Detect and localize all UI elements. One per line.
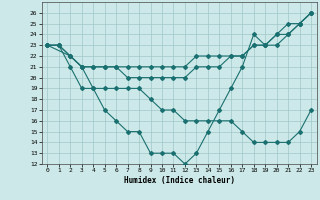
X-axis label: Humidex (Indice chaleur): Humidex (Indice chaleur)	[124, 176, 235, 185]
